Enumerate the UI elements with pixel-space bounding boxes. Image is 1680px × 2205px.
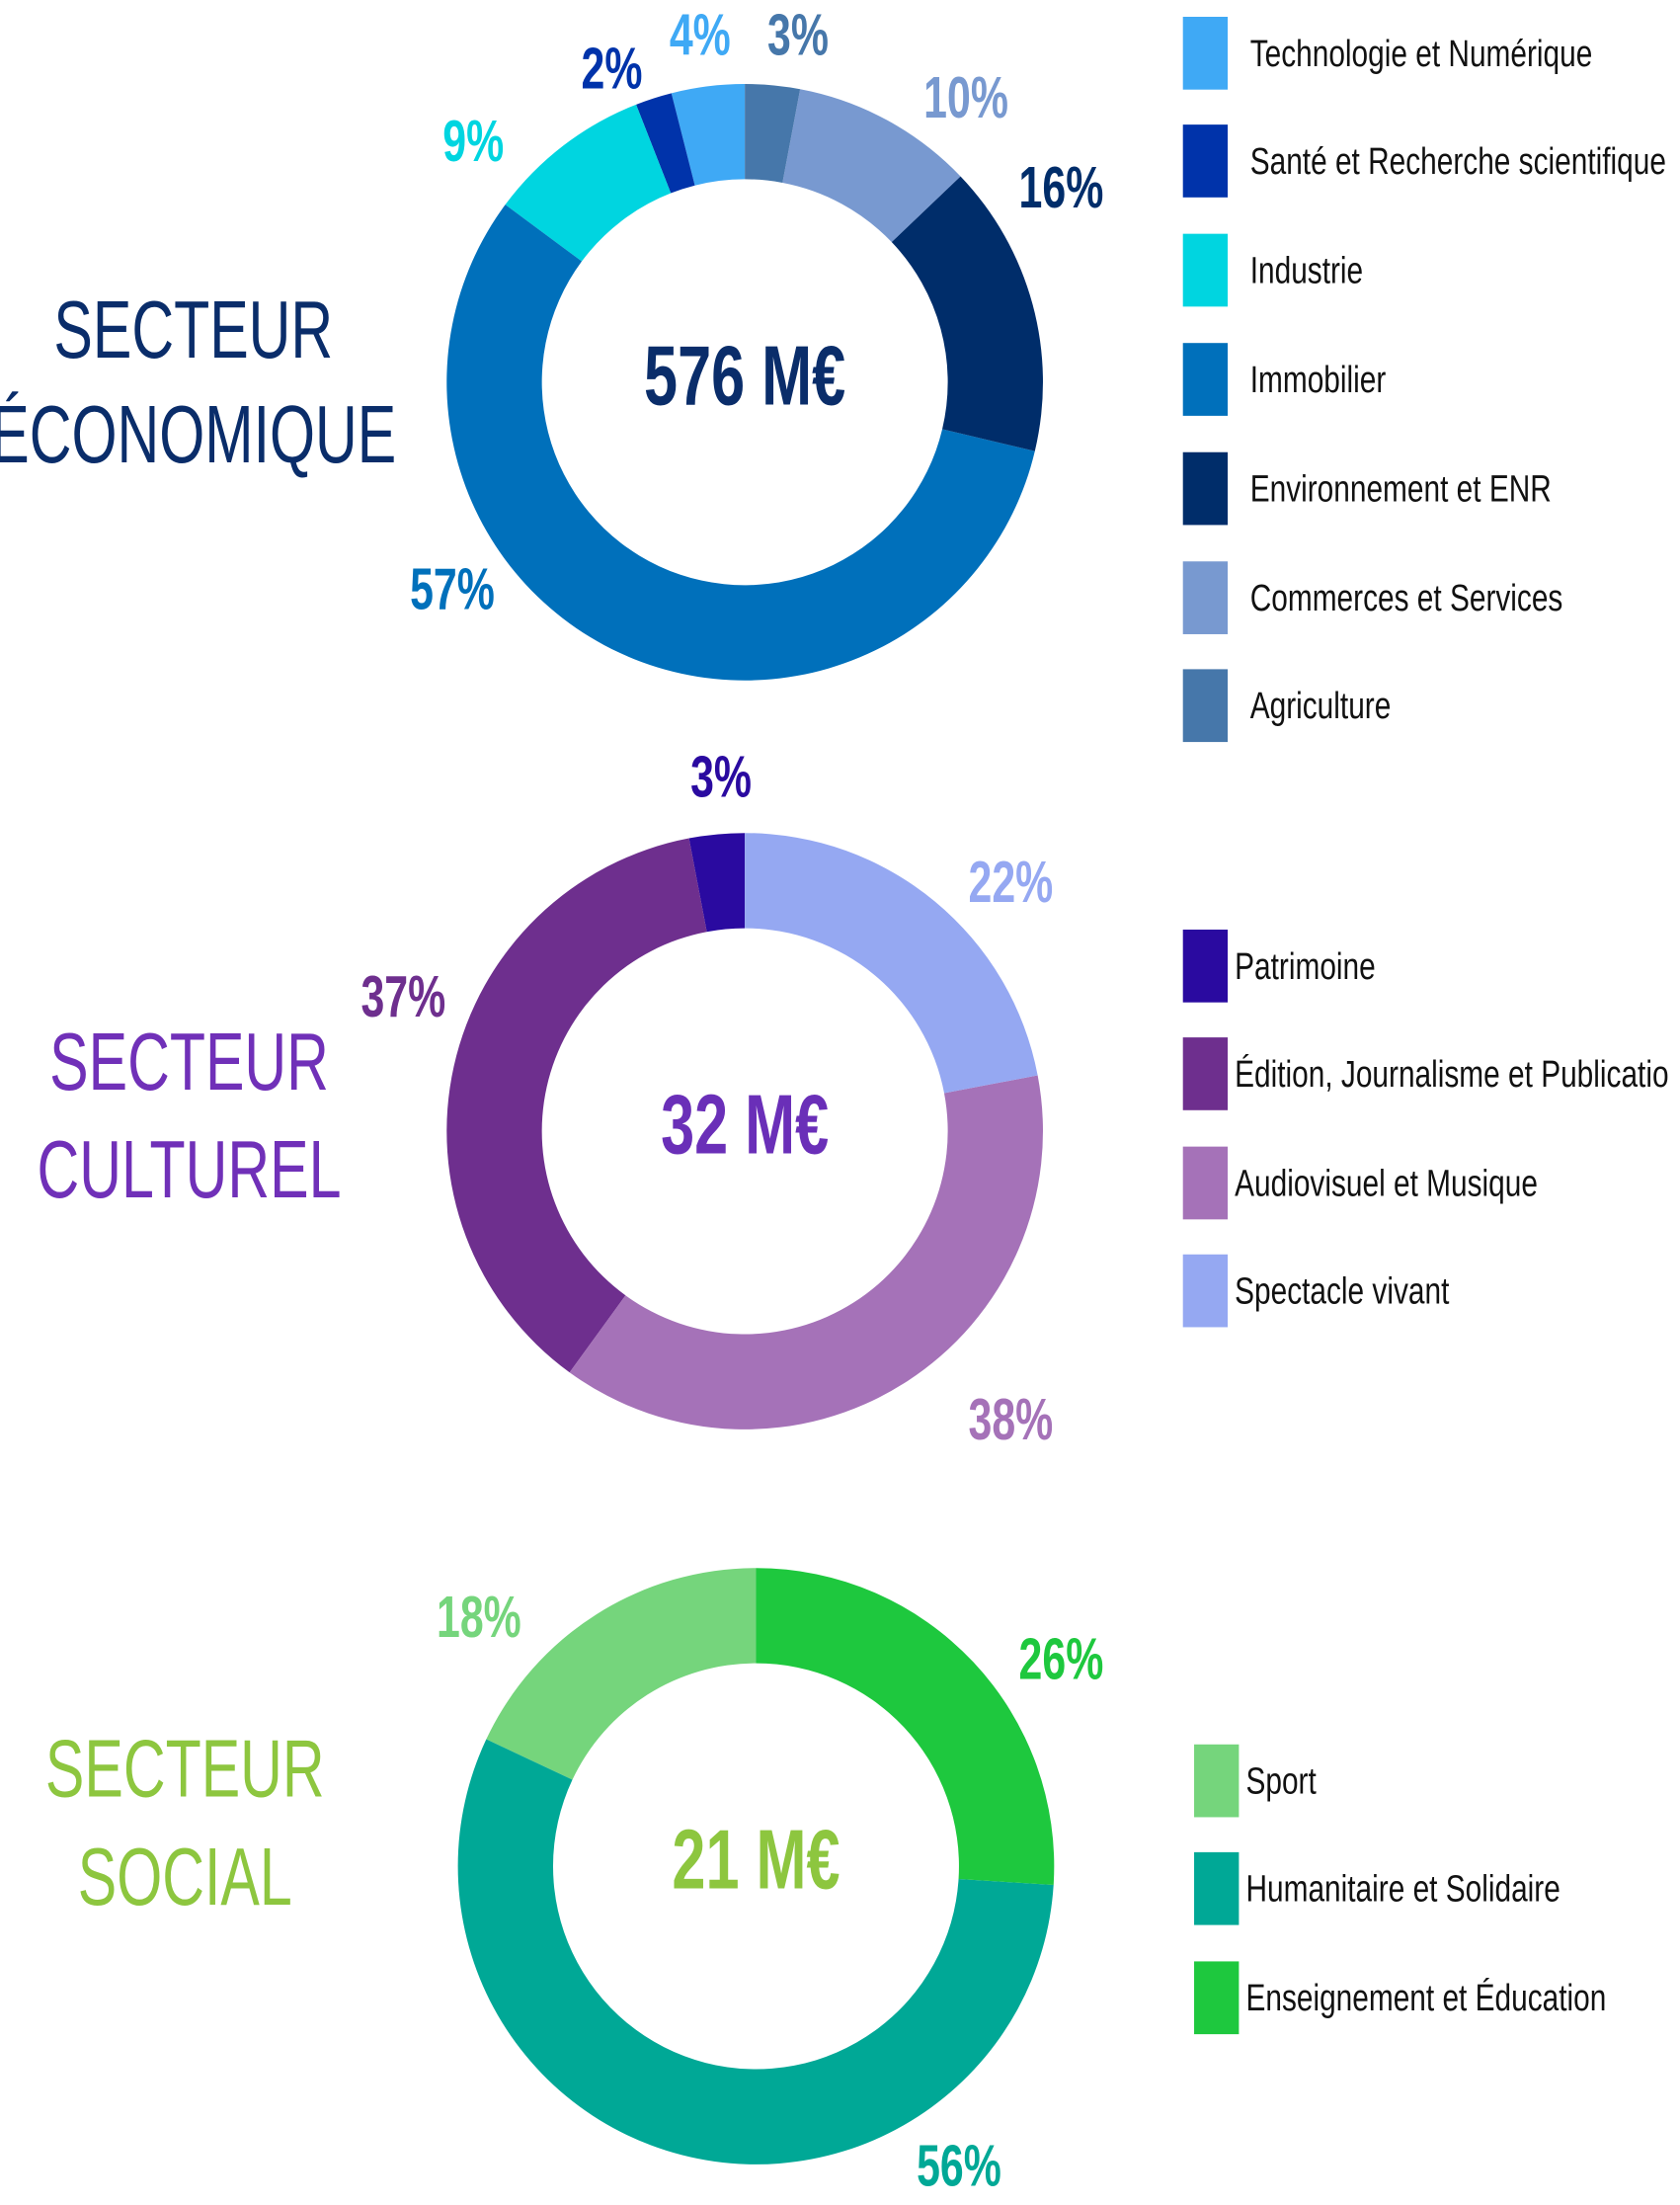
legend-label: Édition, Journalisme et Publicatio [1235,1052,1668,1095]
legend-label: Spectacle vivant [1235,1270,1450,1312]
legend-swatch [1182,124,1229,198]
chart-title: SECTEUR ÉCONOMIQUE [0,285,396,480]
legend-swatch [1194,1851,1240,1925]
legend-label: Sport [1245,1760,1317,1802]
value-label: 38% [969,1386,1054,1452]
center-label: 21 M€ [672,1813,840,1907]
value-label: 3% [690,744,752,810]
donut-slice [745,833,1038,1094]
legend-label: Immobilier [1250,360,1387,401]
donut-slice [486,1568,757,1780]
donut-slice [446,204,1035,681]
donut-slice [569,1075,1043,1429]
donut-slice [636,93,695,194]
value-label: 16% [1019,154,1104,220]
donut-slice [891,176,1043,451]
legend-swatch [1182,233,1229,307]
value-label: 10% [923,64,1008,130]
donut-slice [505,104,672,262]
donut-slice [745,84,801,183]
legend-label: Patrimoine [1235,945,1376,987]
legend-swatch [1182,561,1229,634]
legend-swatch [1182,669,1229,743]
legend-swatch [1194,1744,1240,1818]
legend-swatch [1194,1961,1240,2035]
value-label: 2% [582,35,643,101]
donut-slice [782,89,961,243]
value-label: 9% [442,108,504,174]
donut-slice [457,1739,1054,2164]
value-label: 26% [1019,1625,1104,1691]
chart-title: SECTEUR SOCIAL [45,1724,325,1922]
legend-label: Santé et Recherche scientifique [1250,140,1666,182]
legend-swatch [1182,17,1229,90]
legend-swatch [1182,1146,1229,1220]
legend-label: Audiovisuel et Musique [1235,1163,1538,1204]
legend-swatch [1182,1254,1229,1328]
value-label: 22% [969,849,1054,915]
value-label: 57% [410,556,495,622]
center-label: 32 M€ [661,1078,829,1172]
donut-slice [671,84,746,186]
donut-slice [688,833,746,933]
donut-slice [756,1568,1055,1886]
legend-swatch [1182,1037,1229,1110]
legend-label: Technologie et Numérique [1250,33,1593,74]
value-label: 18% [437,1584,521,1650]
value-label: 4% [670,1,731,67]
legend-label: Humanitaire et Solidaire [1245,1868,1560,1910]
value-label: 37% [360,963,445,1029]
legend-label: Commerces et Services [1250,578,1563,619]
legend-swatch [1182,929,1229,1003]
legend-label: Enseignement et Éducation [1245,1977,1606,2019]
legend-label: Industrie [1250,250,1363,291]
legend-swatch [1182,343,1229,416]
chart-title: SECTEUR CULTUREL [38,1018,342,1216]
value-label: 56% [917,2132,1001,2198]
legend-label: Agriculture [1250,686,1392,727]
value-label: 3% [767,1,829,67]
center-label: 576 M€ [644,328,845,422]
legend-label: Environnement et ENR [1250,468,1552,510]
legend-swatch [1182,451,1229,526]
donut-slice [446,838,707,1373]
